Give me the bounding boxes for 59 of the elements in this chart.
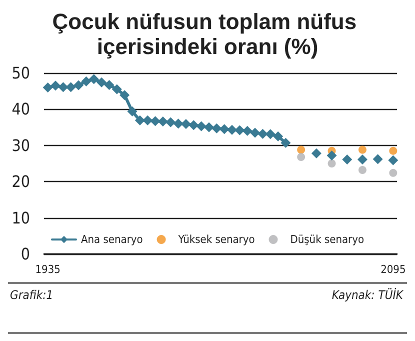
point — [158, 116, 168, 127]
point — [180, 119, 191, 130]
point — [389, 146, 398, 155]
point — [204, 122, 214, 132]
point — [166, 117, 176, 128]
point — [219, 124, 230, 134]
point — [250, 128, 260, 138]
text: Kaynak: TÜİK — [332, 288, 404, 302]
point — [328, 160, 336, 168]
point — [188, 120, 199, 130]
point — [88, 74, 99, 84]
y-tick-label: 50 — [12, 64, 30, 82]
point — [342, 154, 352, 165]
text: Grafik:1 — [10, 288, 54, 302]
point — [96, 77, 107, 88]
point — [311, 148, 322, 158]
x-tick-label: 2095 — [380, 263, 406, 276]
point — [357, 154, 368, 165]
point — [134, 115, 145, 126]
point — [273, 131, 284, 142]
point — [66, 82, 76, 92]
y-tick-label: 10 — [12, 208, 30, 228]
point — [258, 128, 268, 139]
point — [50, 80, 61, 91]
x-tick-label: 1935 — [35, 263, 60, 276]
y-tick-label: 30 — [12, 136, 30, 155]
point — [127, 106, 138, 116]
point — [227, 124, 238, 135]
point — [242, 126, 252, 136]
y-tick-label: 0 — [20, 244, 30, 264]
point — [297, 146, 306, 154]
y-tick-label: 40 — [12, 100, 30, 119]
legend-label: Düşük senaryo — [290, 233, 364, 246]
point — [358, 146, 366, 154]
point — [42, 82, 53, 92]
point — [389, 168, 398, 177]
point — [326, 150, 337, 161]
point — [372, 154, 383, 164]
point — [173, 118, 184, 129]
point — [280, 138, 291, 148]
point — [81, 76, 92, 86]
chart-title: Çocuk nüfusun toplam nüfus içerisindeki oranı (%) — [52, 9, 363, 59]
point — [196, 121, 206, 132]
point — [142, 115, 153, 126]
point — [112, 84, 122, 94]
y-tick-label: 20 — [12, 172, 30, 192]
point — [234, 125, 245, 136]
legend-label: Yüksek senaryo — [177, 233, 255, 246]
point — [150, 116, 160, 126]
point — [265, 129, 276, 140]
point — [74, 80, 84, 90]
point — [104, 80, 114, 90]
point — [358, 166, 366, 174]
point — [58, 82, 68, 92]
point — [297, 152, 306, 161]
point — [212, 123, 222, 134]
point — [388, 155, 398, 166]
point — [120, 90, 130, 100]
legend-label: Ana senaryo — [80, 233, 143, 246]
